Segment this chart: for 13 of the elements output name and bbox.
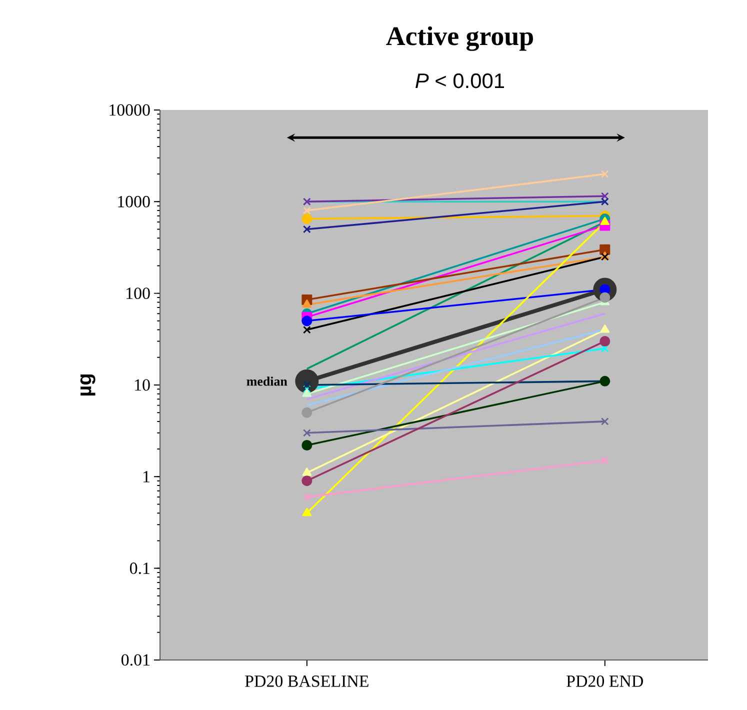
y-tick-label: 1000 — [118, 196, 150, 208]
chart-title: Active group — [386, 26, 533, 51]
y-tick-label: 0.1 — [130, 562, 150, 574]
y-tick-label: 0.01 — [121, 654, 150, 666]
annotation: median — [246, 376, 288, 386]
x-tick-label: PD20 END — [566, 675, 643, 687]
y-tick-label: 10000 — [110, 104, 150, 116]
y-tick-label: 10 — [135, 379, 150, 391]
x-tick-label: PD20 BASELINE — [245, 675, 368, 687]
y-tick-label: 100 — [126, 288, 150, 300]
chart-subtitle: P < 0.001 — [416, 73, 504, 88]
y-axis-title: µg — [80, 374, 96, 396]
y-tick-label: 1 — [144, 471, 150, 482]
